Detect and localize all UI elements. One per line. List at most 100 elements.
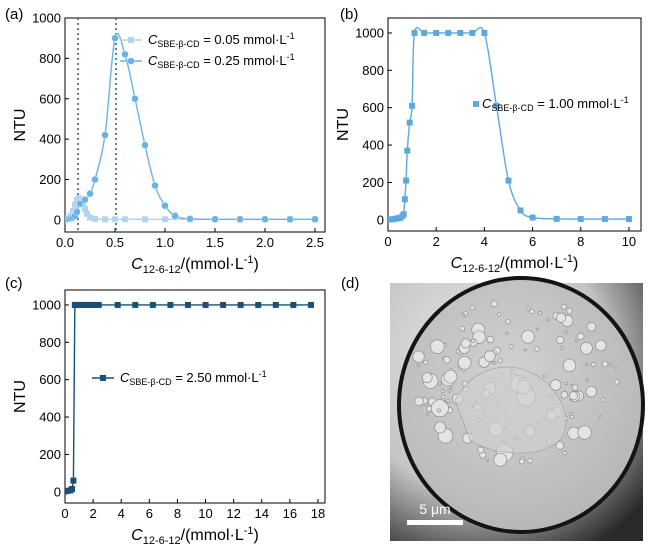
bubble [562, 358, 577, 373]
x-axis-label-unit: /(mmol·L [500, 255, 563, 272]
y-tick-label: 0 [54, 212, 61, 227]
x-tick-label: 1.0 [156, 235, 174, 250]
x-axis-label-subscript: 12-6-12 [143, 264, 181, 276]
bubble [505, 318, 511, 325]
x-tick-label: 2.0 [256, 235, 274, 250]
bubble [440, 389, 445, 393]
x-tick-label: 0 [384, 234, 391, 249]
data-point [261, 215, 269, 223]
legend-entry-value: = 0.25 mmol·L [200, 53, 287, 68]
data-point [78, 196, 84, 203]
legend-entry-value: = 2.50 mmol·L [172, 370, 259, 385]
x-axis-label-exponent: -1 [244, 254, 254, 266]
bubble [437, 408, 441, 413]
bubble [524, 348, 527, 352]
plot-frame [64, 17, 326, 233]
data-point [184, 301, 191, 308]
y-tick-label: 800 [362, 63, 384, 78]
bubble [459, 325, 465, 332]
data-point [601, 216, 608, 223]
bubble [509, 344, 514, 349]
data-point [131, 95, 139, 103]
data-point [101, 131, 109, 139]
data-point [433, 29, 440, 36]
data-point [171, 212, 179, 220]
data-point [220, 301, 227, 308]
plot-area [65, 301, 314, 495]
y-tick-label: 400 [39, 410, 61, 425]
plot-area [65, 18, 319, 232]
bubble [443, 356, 451, 364]
x-tick-label: 0.0 [56, 235, 74, 250]
legend-entry-symbol: C [148, 53, 158, 68]
data-point [286, 215, 294, 223]
data-point [411, 29, 418, 36]
data-point [406, 119, 413, 126]
data-point [72, 201, 78, 208]
bubble [561, 304, 567, 310]
x-axis-label-unit: /(mmol·L [181, 256, 244, 273]
panel-label-c: (c) [5, 275, 23, 292]
x-axis-label-unit: /(mmol·L [181, 527, 244, 544]
bubble [556, 336, 565, 345]
bubble [559, 346, 564, 351]
bubble [521, 329, 535, 344]
bubble [585, 378, 589, 382]
legend-entry-symbol: C [120, 370, 130, 385]
bubble [440, 394, 446, 400]
data-point [409, 102, 416, 109]
data-point [132, 301, 139, 308]
legend-entry-exponent: -1 [287, 52, 295, 62]
series-line-0 [65, 304, 311, 493]
bubble [434, 421, 447, 434]
y-tick-label: 600 [39, 91, 61, 106]
bubble [490, 300, 498, 308]
legend-entry: CSBE-β-CD = 0.05 mmol·L-1 [148, 31, 295, 49]
data-point [95, 301, 102, 308]
bubble [423, 359, 429, 365]
legend-entry-symbol: C [482, 96, 492, 111]
bubble [600, 397, 606, 403]
scale-bar-label: 5 μm [419, 501, 450, 517]
data-point [255, 301, 262, 308]
bubble [425, 412, 430, 417]
chart-c: 0 2 4 6 8 10 12 14 16 1802004006008001000C12-6-12… [12, 289, 326, 547]
bubble [580, 341, 593, 355]
x-axis-label-symbol: C [131, 527, 143, 544]
y-tick-label: 0 [54, 484, 61, 499]
bubble [586, 322, 596, 332]
legend-entry-subscript: SBE-β-CD [157, 60, 200, 70]
y-tick-label: 400 [362, 138, 384, 153]
y-tick-label: 600 [39, 372, 61, 387]
data-point [529, 214, 536, 221]
data-point [517, 207, 524, 214]
x-axis-label-exponent: -1 [244, 525, 254, 537]
plot-frame [64, 289, 326, 504]
data-point [69, 485, 76, 492]
bubble [416, 364, 421, 368]
bubble [430, 399, 449, 418]
bubble [498, 358, 503, 364]
y-tick-label: 1000 [32, 297, 61, 312]
bubble [438, 382, 442, 386]
data-point [457, 29, 464, 36]
data-point [553, 215, 560, 222]
y-axis-label: NTU [12, 109, 29, 142]
data-point [162, 216, 168, 223]
bubble [608, 362, 613, 366]
y-tick-label: 1000 [32, 11, 61, 26]
bubble [535, 327, 539, 331]
data-point [167, 301, 174, 308]
series-line-0 [390, 26, 629, 221]
droplet-texture [412, 300, 620, 467]
data-point [87, 214, 93, 221]
bubble [486, 459, 490, 462]
data-point [112, 216, 118, 223]
bubble [614, 366, 618, 370]
data-point [82, 205, 88, 212]
y-tick-label: 400 [39, 132, 61, 147]
data-point [151, 181, 159, 190]
bubble [575, 339, 578, 343]
bubble [545, 317, 550, 322]
